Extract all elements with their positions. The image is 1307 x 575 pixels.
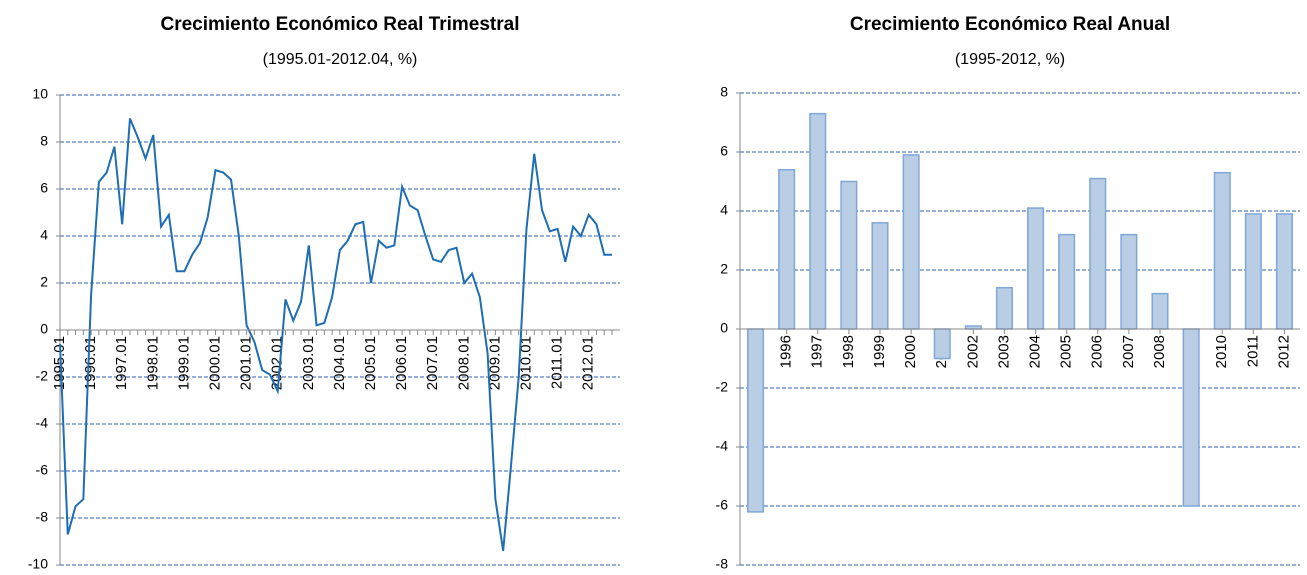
y-tick-label: 4 [720,202,728,218]
x-tick-label: 2006 [1089,335,1106,368]
y-tick-label: 0 [40,321,48,337]
bar [1182,328,1200,507]
data-line [59,118,612,552]
x-tick-label: 2000 [902,335,919,368]
y-tick-label: -6 [716,497,729,513]
bar [778,168,796,330]
x-tick-label: 1995.01 [51,336,68,390]
x-tick-label: 2000.01 [206,336,223,390]
x-tick-label: 1998.01 [144,336,161,390]
y-tick-label: -8 [36,509,49,525]
x-tick-label: 2012.01 [580,336,597,390]
x-tick-label: 2011 [1244,335,1261,367]
bar [1213,171,1231,330]
y-tick-label: -4 [36,415,49,431]
y-tick-label: 6 [40,180,48,196]
y-tick-label: -10 [28,556,48,572]
y-tick-label: 10 [32,86,48,102]
x-tick-label: 2004 [1027,335,1044,368]
chart-title: Crecimiento Económico Real Trimestral [160,14,519,35]
x-tick-label: 2002.01 [269,336,286,390]
x-tick-label: 2008 [1151,335,1168,368]
x-tick-label: 2002 [964,335,981,368]
x-tick-label: 1997 [809,335,826,368]
y-tick-label: 6 [720,143,728,159]
y-tick-label: 8 [40,133,48,149]
bar [1058,233,1076,330]
x-tick-label: 1998 [840,335,857,368]
x-tick-label: 2006.01 [393,336,410,390]
chart-subtitle: (1995.01-2012.04, %) [263,51,418,68]
bar [871,222,889,330]
chart-title: Crecimiento Económico Real Anual [850,14,1170,35]
bar [1275,213,1293,330]
x-tick-label: 1996 [778,335,795,368]
x-tick-label: 2003 [995,335,1012,368]
x-tick-label: 2005 [1058,335,1075,368]
x-tick-label: 2001.01 [238,336,255,390]
y-tick-label: 0 [720,320,728,336]
bar [995,286,1013,330]
bar [1027,207,1045,330]
y-tick-label: -2 [36,368,49,384]
x-tick-label: 2007 [1120,335,1137,368]
bar [747,328,765,513]
y-tick-label: -8 [716,556,729,572]
y-tick-label: -2 [716,379,729,395]
bar [902,154,920,330]
y-tick-label: -6 [36,462,49,478]
x-tick-label: 2010.01 [517,336,534,390]
bar [840,180,858,330]
bar [1089,177,1107,330]
x-tick-label: 2007.01 [424,336,441,390]
x-tick-label: 2011.01 [549,336,566,389]
x-tick-label: 1999 [871,335,888,368]
y-tick-label: -4 [716,438,729,454]
y-tick-label: 4 [40,227,48,243]
y-tick-label: 8 [720,84,728,100]
x-tick-label: 2012 [1275,335,1292,368]
x-tick-label: 2008.01 [455,336,472,390]
x-tick-label: 1997.01 [113,336,130,390]
x-tick-label: 2010 [1213,335,1230,368]
bar [809,112,827,330]
chart-subtitle: (1995-2012, %) [955,51,1065,68]
x-tick-label: 1996.01 [82,336,99,390]
bar [1244,213,1262,330]
y-tick-label: 2 [720,261,728,277]
x-tick-label: 2004.01 [331,336,348,390]
x-tick-label: 2005.01 [362,336,379,390]
y-tick-label: 2 [40,274,48,290]
bar [1151,292,1169,330]
x-tick-label: 2003.01 [300,336,317,390]
bar [1120,233,1138,330]
x-tick-label: 1999.01 [175,336,192,390]
x-tick-label: 2009.01 [486,336,503,390]
bar [933,328,951,360]
